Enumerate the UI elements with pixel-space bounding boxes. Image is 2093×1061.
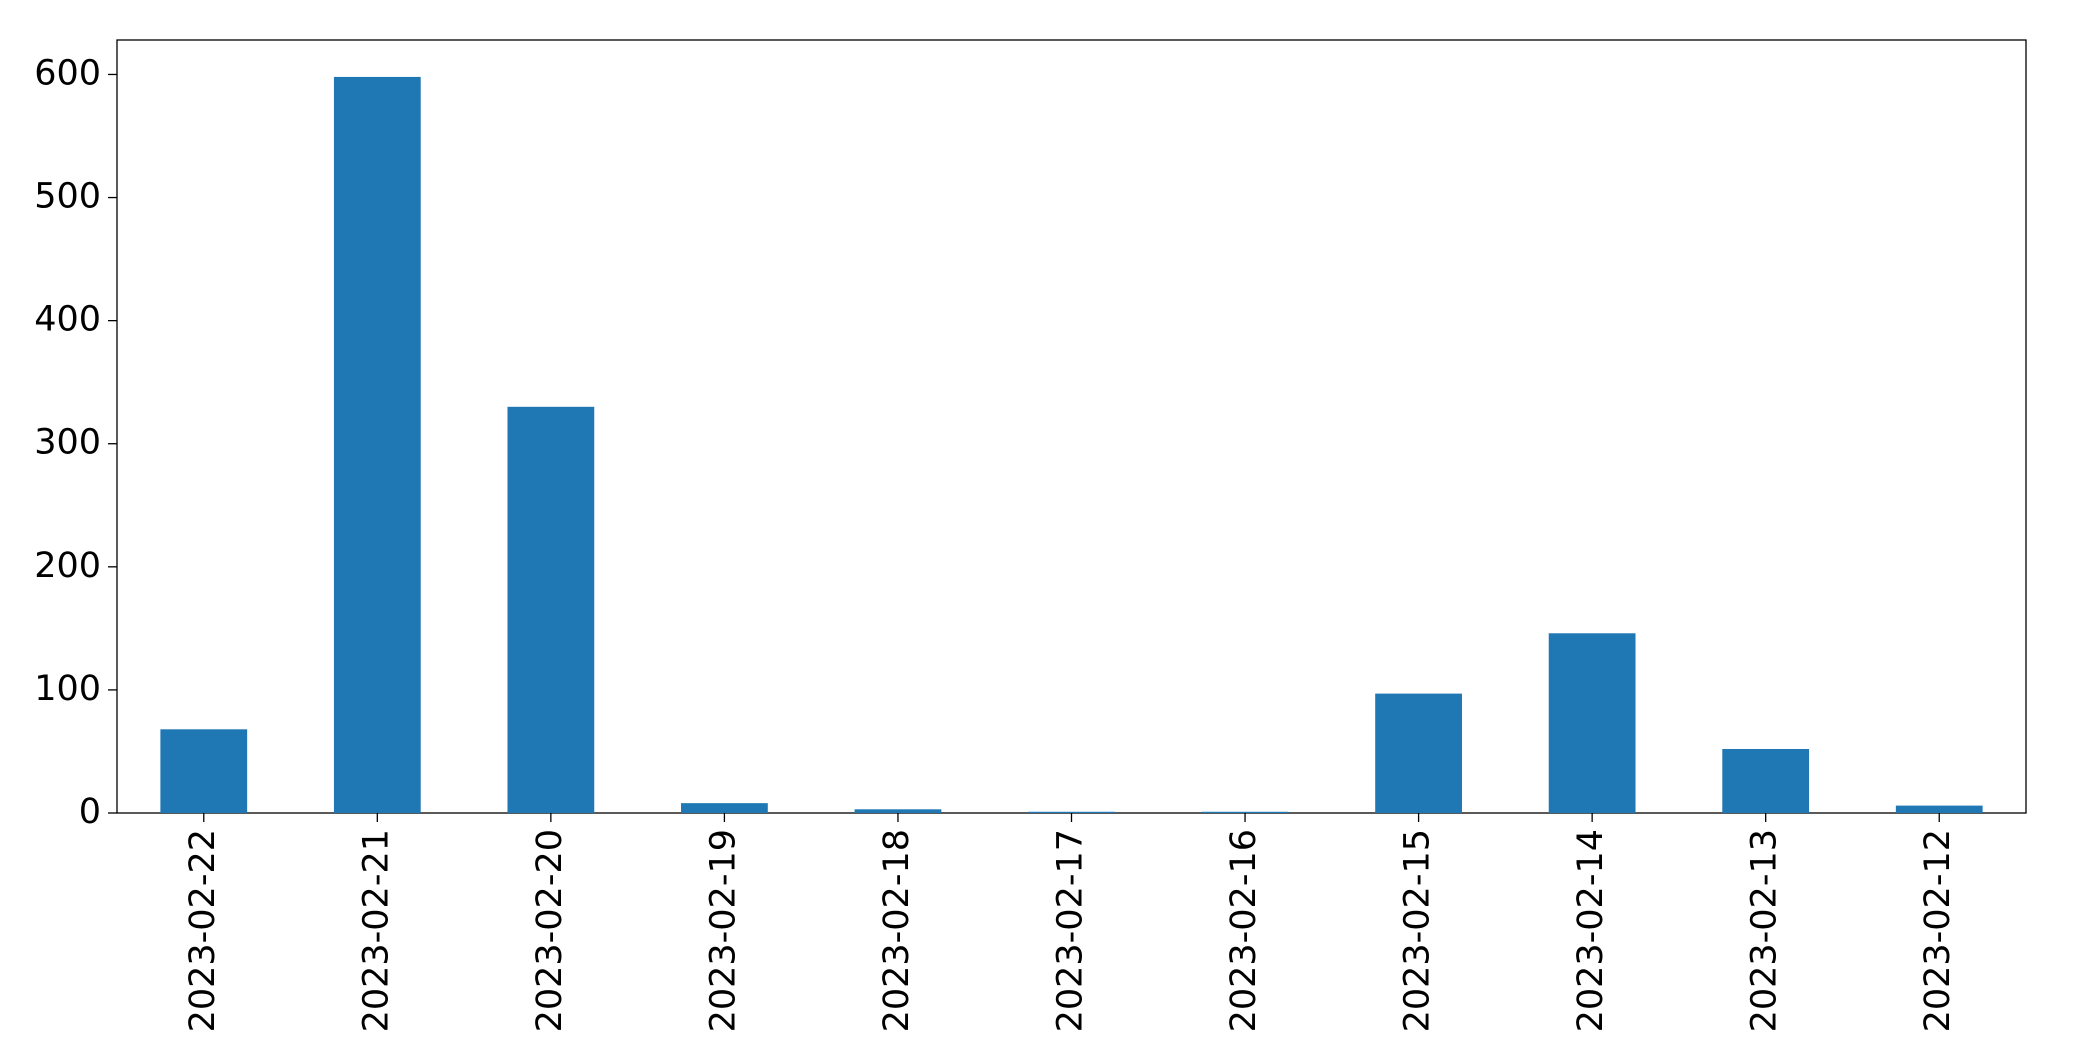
- x-tick-label: 2023-02-22: [183, 829, 223, 1032]
- y-tick-label: 300: [34, 423, 101, 463]
- x-tick-label: 2023-02-14: [1571, 829, 1611, 1032]
- bar: [854, 809, 942, 813]
- bar: [333, 76, 421, 813]
- y-tick-label: 500: [34, 177, 101, 217]
- x-tick-label: 2023-02-12: [1918, 829, 1958, 1032]
- bar: [1028, 811, 1115, 813]
- bar: [1895, 805, 1983, 813]
- x-tick-label: 2023-02-19: [703, 829, 743, 1032]
- bar: [1548, 633, 1636, 813]
- y-tick-label: 600: [34, 53, 101, 93]
- y-tick-label: 100: [34, 669, 101, 709]
- y-tick-label: 0: [79, 792, 101, 832]
- y-tick-label: 200: [34, 546, 101, 586]
- bar: [507, 406, 595, 813]
- x-tick-label: 2023-02-16: [1224, 829, 1264, 1032]
- bar: [160, 729, 248, 813]
- bar: [681, 803, 768, 813]
- bar: [1722, 748, 1810, 813]
- x-tick-label: 2023-02-15: [1398, 829, 1438, 1032]
- x-tick-label: 2023-02-18: [877, 829, 917, 1032]
- x-tick-label: 2023-02-21: [356, 829, 396, 1032]
- bar: [1375, 693, 1462, 813]
- x-tick-label: 2023-02-13: [1745, 829, 1785, 1032]
- y-tick-label: 400: [34, 300, 101, 340]
- bar: [1201, 811, 1289, 813]
- x-tick-label: 2023-02-17: [1051, 829, 1091, 1032]
- x-tick-label: 2023-02-20: [530, 829, 570, 1032]
